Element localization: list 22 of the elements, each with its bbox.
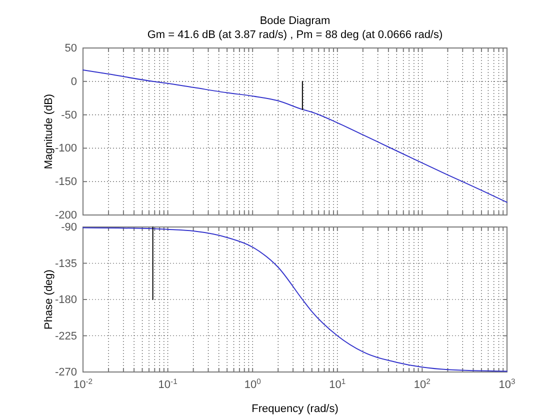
x-tick-label: 10$^{3}$ [498, 376, 516, 391]
x-tick-label: 10$^{-1}$ [158, 376, 178, 391]
y-tick-label: 0 [70, 76, 77, 88]
y-tick-label: -90 [61, 222, 77, 234]
y-tick-label: -135 [54, 258, 77, 270]
y-axis-title: Magnitude (dB) [43, 94, 55, 170]
x-axis-title: Frequency (rad/s) [252, 403, 338, 415]
x-tick-label: 10$^{0}$ [244, 376, 261, 391]
y-tick-label: -270 [54, 366, 77, 379]
x-tick-label: 10$^{-2}$ [73, 376, 93, 391]
y-tick-label: -50 [61, 109, 77, 122]
x-tick-label: 10$^{2}$ [414, 376, 430, 391]
chart-subtitle: Gm = 41.6 dB (at 3.87 rad/s) , Pm = 88 deg (at 0.0666 rad/s) [147, 29, 443, 41]
y-tick-label: -150 [54, 176, 77, 188]
y-tick-label: -225 [54, 330, 77, 342]
y-tick-label: 50 [64, 42, 77, 55]
chart-title: Bode Diagram [260, 15, 330, 27]
y-tick-label: -180 [54, 294, 77, 306]
y-tick-label: -100 [54, 142, 77, 155]
y-axis-title: Phase (deg) [43, 270, 55, 330]
x-tick-label: 10$^{1}$ [329, 376, 346, 391]
y-tick-label: -200 [54, 210, 77, 222]
